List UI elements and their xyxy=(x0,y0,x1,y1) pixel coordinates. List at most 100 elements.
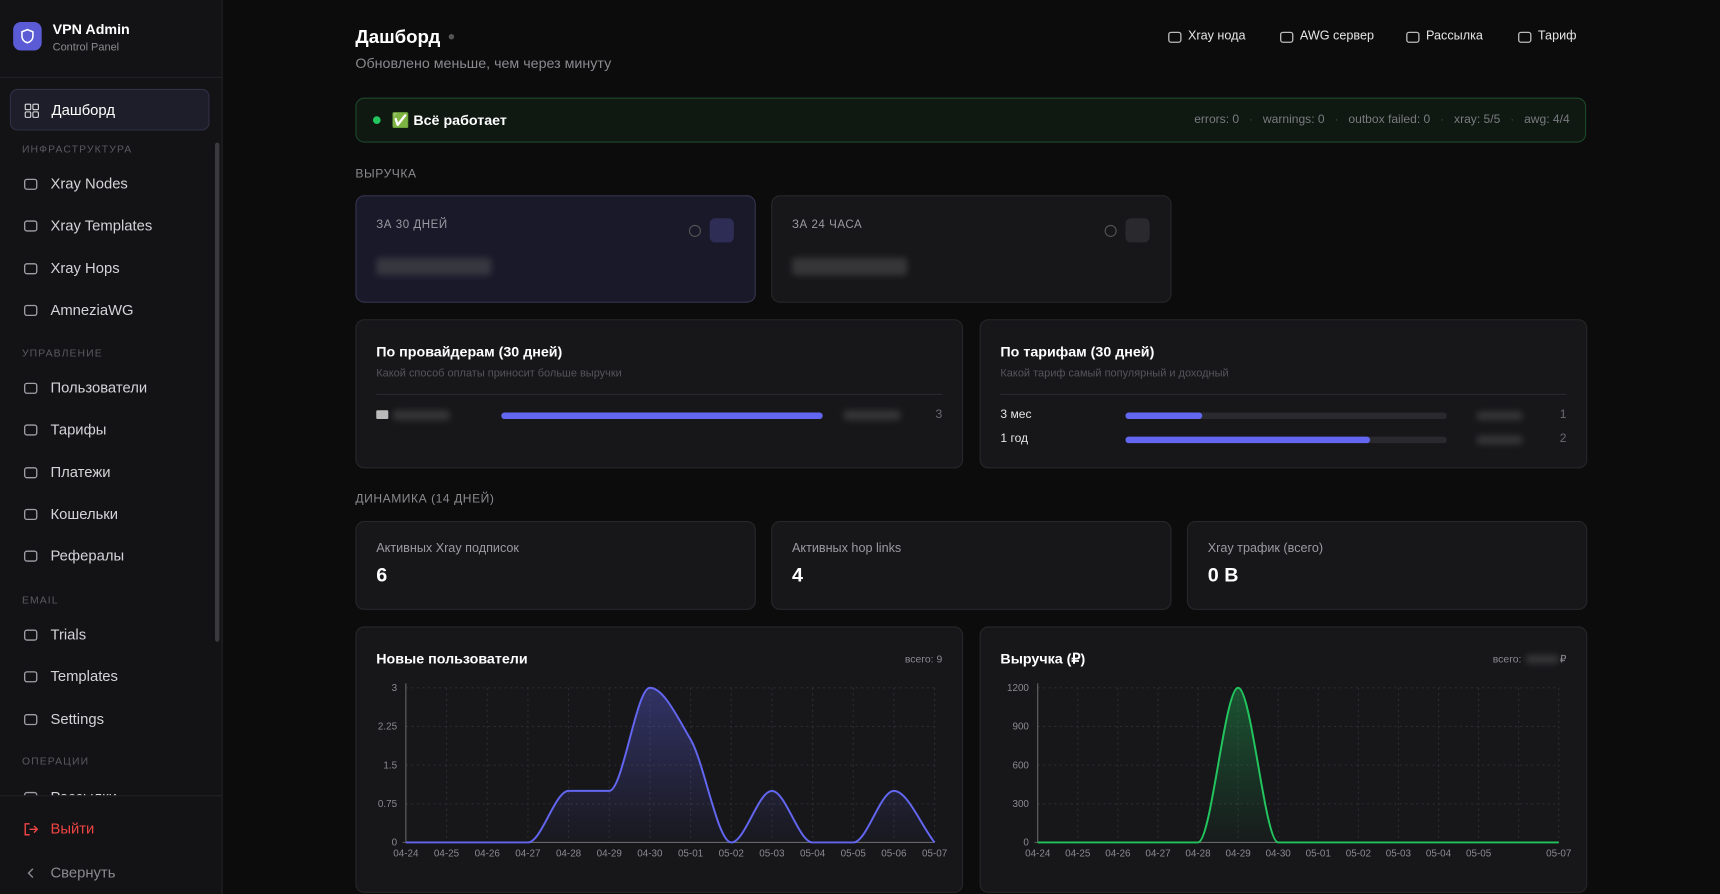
x-tick-label: 05-07 xyxy=(1546,849,1571,860)
sidebar: VPN Admin Control Panel Дашборд ИНФРАСТР… xyxy=(0,0,223,894)
stat-card: Активных Xray подписок 6 xyxy=(355,521,756,610)
nav-item[interactable]: Рефералы xyxy=(50,547,125,565)
blurred xyxy=(392,410,450,421)
nav-section: УПРАВЛЕНИЕ xyxy=(21,347,103,360)
row-count: 1 xyxy=(1559,408,1567,422)
section-title: ВЫРУЧКА xyxy=(355,167,417,181)
action-button[interactable]: AWG сервер xyxy=(1299,29,1374,43)
x-tick-label: 05-03 xyxy=(1386,849,1412,860)
icon xyxy=(24,220,38,232)
icon-shape xyxy=(24,713,38,725)
bar xyxy=(1125,412,1203,420)
y-tick-label: 300 xyxy=(1012,799,1029,810)
x-tick-label: 04-29 xyxy=(1225,849,1251,860)
nav-item[interactable]: Рассылки xyxy=(50,789,116,796)
icon xyxy=(24,550,38,562)
revenue-card: ЗА 24 ЧАСА xyxy=(771,195,1172,303)
updated: Обновлено меньше, чем через минуту xyxy=(355,54,612,72)
icon-shape xyxy=(24,791,38,796)
nav-item[interactable]: Xray Nodes xyxy=(50,175,128,192)
icon-shape xyxy=(24,178,38,190)
status-metric: outbox failed: 0 xyxy=(1348,112,1431,127)
card-title: По провайдерам (30 дней) xyxy=(376,343,563,360)
icon xyxy=(1406,31,1420,43)
y-tick-label: 0 xyxy=(1023,838,1029,849)
icon xyxy=(24,671,38,683)
nav-item[interactable]: Пользователи xyxy=(50,379,148,396)
blurred xyxy=(1525,654,1559,664)
action-button[interactable]: Тариф xyxy=(1537,29,1577,43)
icon-shape xyxy=(24,550,38,562)
nav-item[interactable]: Settings xyxy=(50,710,104,727)
logout[interactable]: Выйти xyxy=(50,820,95,837)
icon xyxy=(24,508,38,520)
icon-shape xyxy=(1406,31,1420,43)
nav-item[interactable]: Xray Templates xyxy=(50,217,153,234)
x-tick-label: 04-28 xyxy=(1185,849,1211,860)
nav-item[interactable]: Платежи xyxy=(50,463,111,481)
blurred xyxy=(791,257,908,276)
nav-item[interactable]: AmneziaWG xyxy=(50,301,134,318)
icon-shape xyxy=(24,629,38,641)
y-tick-label: 600 xyxy=(1012,760,1029,771)
nav-section: EMAIL xyxy=(21,594,59,607)
separator: · xyxy=(1249,112,1254,127)
brand-subtitle: Control Panel xyxy=(52,41,120,54)
chart-total: всего: xyxy=(1492,653,1522,666)
page-title: Дашборд xyxy=(355,26,441,48)
icon-shape xyxy=(24,424,38,436)
divider xyxy=(376,393,943,395)
icon xyxy=(24,304,38,316)
nav: ИНФРАСТРУКТУРА Xray Nodes Xray Templates Xr… xyxy=(0,0,222,796)
x-tick-label: 04-29 xyxy=(597,849,623,860)
dot xyxy=(448,34,455,40)
blurred xyxy=(843,410,901,421)
logout-icon xyxy=(24,823,39,836)
x-tick-label: 05-02 xyxy=(719,849,744,860)
icon-shape xyxy=(24,304,38,316)
nav-section: ОПЕРАЦИИ xyxy=(21,755,90,768)
x-tick-label: 05-07 xyxy=(922,849,947,860)
y-tick-label: 1200 xyxy=(1007,683,1029,694)
action-button[interactable]: Xray нода xyxy=(1187,29,1246,43)
nav-item[interactable]: Trials xyxy=(50,626,87,643)
icon xyxy=(1280,31,1294,43)
icon xyxy=(24,629,38,641)
divider xyxy=(0,795,222,797)
nav-item[interactable]: Templates xyxy=(50,668,118,685)
card-subtitle: Какой способ оплаты приносит больше выру… xyxy=(376,367,622,380)
separator: · xyxy=(1510,112,1515,127)
revenue-card: ЗА 30 ДНЕЙ xyxy=(355,195,756,303)
row-count: 3 xyxy=(935,408,943,422)
separator: · xyxy=(1334,112,1339,127)
action-button[interactable]: Рассылка xyxy=(1426,29,1483,43)
scrollbar xyxy=(215,142,220,642)
bar xyxy=(1125,436,1370,444)
x-tick-label: 04-26 xyxy=(1105,849,1131,860)
icon xyxy=(24,178,38,190)
bar xyxy=(501,412,823,420)
y-tick-label: 2.25 xyxy=(378,722,398,733)
icon xyxy=(1168,31,1182,43)
nav-item[interactable]: Кошельки xyxy=(50,505,119,523)
icon xyxy=(1518,31,1532,43)
collapse[interactable]: Свернуть xyxy=(50,864,116,881)
stat-card: Активных hop links 4 xyxy=(771,521,1172,610)
nav-item[interactable]: Тарифы xyxy=(50,421,107,439)
x-tick-label: 05-03 xyxy=(759,849,785,860)
chart: 0 300 600 900 1200 04-24 04-25 04-26 04-27 04-28 0… xyxy=(1007,683,1571,860)
nav-item-active[interactable]: Дашборд xyxy=(9,88,210,131)
card-subtitle: Какой тариф самый популярный и доходный xyxy=(1000,367,1229,380)
icon xyxy=(24,791,38,796)
y-tick-label: 900 xyxy=(1012,722,1029,733)
nav-item[interactable]: Xray Hops xyxy=(50,259,120,276)
chart-card: Выручка (₽) всего: ₽0 300 600 900 1200 04-24 04-… xyxy=(979,626,1588,893)
section-title: ДИНАМИКА (14 ДНЕЙ) xyxy=(355,492,495,506)
x-tick-label: 05-04 xyxy=(1426,849,1452,860)
x-tick-label: 05-01 xyxy=(678,849,703,860)
collapse-icon xyxy=(27,868,34,879)
chart-title: Выручка (₽) xyxy=(1000,650,1086,667)
x-tick-label: 04-24 xyxy=(393,849,419,860)
